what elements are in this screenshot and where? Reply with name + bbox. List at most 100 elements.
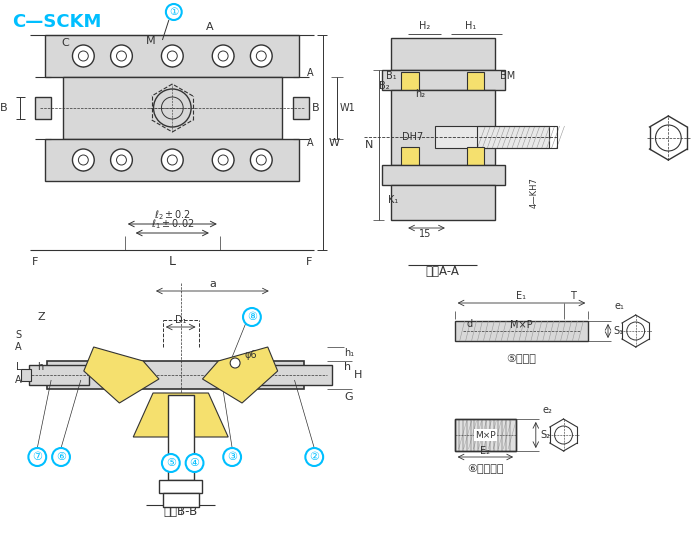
Text: 15: 15 <box>419 229 431 239</box>
Text: 截面B-B: 截面B-B <box>164 505 198 518</box>
Text: G: G <box>344 392 353 402</box>
Bar <box>467 72 484 90</box>
Text: ⑤: ⑤ <box>166 458 176 468</box>
Text: W1: W1 <box>340 103 356 113</box>
Text: B: B <box>312 103 320 113</box>
Text: A: A <box>15 342 22 352</box>
Circle shape <box>223 448 241 466</box>
Text: E₂: E₂ <box>480 446 491 456</box>
Text: 4—KH7: 4—KH7 <box>530 178 539 208</box>
Text: A: A <box>206 22 214 32</box>
Circle shape <box>186 454 204 472</box>
Circle shape <box>230 358 240 368</box>
Text: Z: Z <box>37 312 45 322</box>
Text: S₂: S₂ <box>541 430 551 440</box>
Text: S: S <box>15 330 22 340</box>
Text: h: h <box>344 362 351 372</box>
Bar <box>163 493 199 507</box>
Bar <box>391 90 496 165</box>
Circle shape <box>73 45 94 67</box>
Text: M×P: M×P <box>475 430 496 440</box>
Text: A: A <box>307 138 314 148</box>
Circle shape <box>111 149 132 171</box>
Bar <box>46 35 300 77</box>
Circle shape <box>166 4 182 20</box>
Circle shape <box>243 308 261 326</box>
Circle shape <box>162 45 183 67</box>
Text: M: M <box>146 36 155 46</box>
Text: ⑧: ⑧ <box>247 312 257 322</box>
Text: ⑥: ⑥ <box>56 452 66 462</box>
Circle shape <box>251 45 272 67</box>
Text: 截面A-A: 截面A-A <box>426 265 460 278</box>
Circle shape <box>111 45 132 67</box>
Circle shape <box>212 45 234 67</box>
Text: L: L <box>169 255 176 268</box>
Text: A: A <box>15 375 22 385</box>
Circle shape <box>212 149 234 171</box>
Bar <box>477 126 556 148</box>
Text: $\ell_1\pm0.02$: $\ell_1\pm0.02$ <box>150 217 194 231</box>
Bar <box>382 165 505 185</box>
Text: ⑤调整杆: ⑤调整杆 <box>506 353 536 363</box>
Text: h₁: h₁ <box>344 348 354 358</box>
Bar <box>435 126 549 148</box>
Text: L: L <box>16 362 22 372</box>
Text: e₂: e₂ <box>542 405 552 415</box>
Bar <box>255 365 332 385</box>
Polygon shape <box>84 347 159 403</box>
Polygon shape <box>202 347 278 403</box>
Text: ②: ② <box>309 452 319 462</box>
Circle shape <box>162 454 180 472</box>
Text: φ6: φ6 <box>244 350 257 360</box>
Text: N: N <box>365 140 373 150</box>
Text: T: T <box>570 291 576 301</box>
Text: B₁: B₁ <box>386 71 397 81</box>
Text: ④: ④ <box>190 458 200 468</box>
Text: h₂: h₂ <box>415 89 425 99</box>
Text: H₁: H₁ <box>465 21 476 31</box>
Text: F: F <box>32 257 38 267</box>
Text: DH7: DH7 <box>402 132 423 142</box>
Text: ③: ③ <box>228 452 237 462</box>
Text: B₂: B₂ <box>379 81 390 91</box>
Text: C—SCKM: C—SCKM <box>13 13 102 31</box>
Bar <box>35 97 51 119</box>
Circle shape <box>162 149 183 171</box>
Text: K₁: K₁ <box>389 195 398 205</box>
Text: W: W <box>329 138 340 148</box>
Bar <box>293 97 309 119</box>
Circle shape <box>305 448 323 466</box>
Text: ①: ① <box>169 7 178 17</box>
Bar <box>382 70 505 90</box>
Bar <box>22 369 32 381</box>
Bar <box>46 139 300 181</box>
Circle shape <box>251 149 272 171</box>
Text: BM: BM <box>500 71 515 81</box>
Text: ⑥锁紧螺母: ⑥锁紧螺母 <box>467 463 503 473</box>
Text: $\ell_2\pm0.2$: $\ell_2\pm0.2$ <box>154 208 190 222</box>
Bar <box>391 38 496 70</box>
Bar <box>391 185 496 220</box>
Circle shape <box>73 149 94 171</box>
Circle shape <box>52 448 70 466</box>
Bar <box>168 395 194 480</box>
Bar <box>401 72 419 90</box>
Bar <box>455 321 588 341</box>
Bar <box>29 365 89 385</box>
Bar <box>159 480 202 493</box>
Bar <box>455 419 516 451</box>
Text: D₁: D₁ <box>175 315 186 325</box>
Text: C: C <box>61 38 69 48</box>
Text: S₁: S₁ <box>613 326 623 336</box>
Text: F: F <box>306 257 312 267</box>
Bar <box>401 147 419 165</box>
Text: e₁: e₁ <box>615 301 625 311</box>
Text: H: H <box>354 370 362 380</box>
Text: E₁: E₁ <box>516 291 526 301</box>
Polygon shape <box>133 393 228 437</box>
Bar <box>455 419 516 451</box>
Text: B: B <box>0 103 8 113</box>
Text: H₂: H₂ <box>419 21 430 31</box>
Text: M×P: M×P <box>510 320 532 330</box>
